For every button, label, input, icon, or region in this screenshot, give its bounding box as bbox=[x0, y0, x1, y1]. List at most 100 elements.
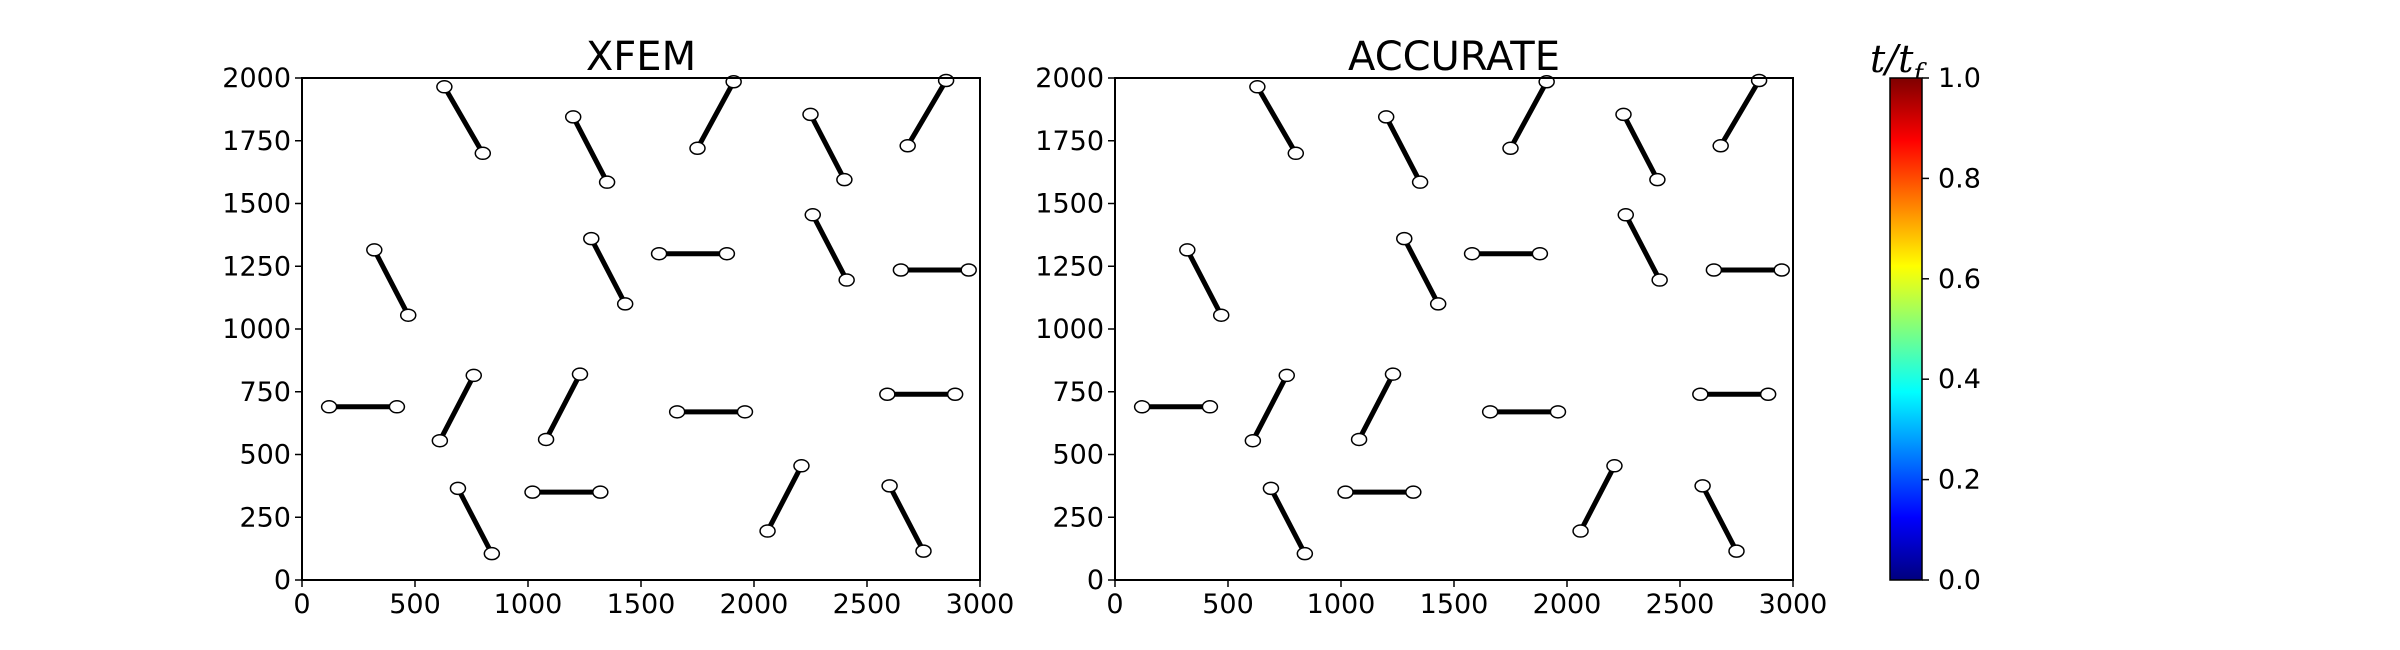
colorbar: t/tf 0.00.20.40.60.81.0 bbox=[1870, 37, 1981, 596]
node-6-0 bbox=[583, 231, 600, 246]
segment-12 bbox=[1356, 373, 1396, 441]
node-13-0 bbox=[1481, 405, 1499, 419]
node-6-0 bbox=[1396, 231, 1413, 246]
node-16-0 bbox=[524, 485, 541, 499]
node-11-1 bbox=[1278, 368, 1296, 383]
node-8-1 bbox=[838, 273, 855, 287]
y-tick-label: 250 bbox=[239, 502, 291, 533]
node-15-0 bbox=[1262, 481, 1280, 496]
x-tick-label: 500 bbox=[1202, 589, 1254, 620]
node-9-0 bbox=[1705, 263, 1723, 277]
node-8-0 bbox=[1617, 208, 1635, 222]
segment-1 bbox=[1383, 115, 1423, 184]
segment-4 bbox=[905, 79, 949, 148]
xfem-segments bbox=[320, 73, 977, 561]
node-7-1 bbox=[718, 246, 736, 261]
colorbar-title-main: t/t bbox=[1870, 37, 1914, 81]
accurate-panel: ACCURATE 0 500 1000 1500 2000 2500 3000 0 250 50… bbox=[1035, 34, 1827, 620]
segment-11 bbox=[437, 374, 476, 442]
colorbar-tick-label: 0.0 bbox=[1938, 565, 1981, 596]
colorbar-tick-label: 0.8 bbox=[1938, 163, 1981, 194]
node-0-1 bbox=[1287, 146, 1305, 161]
x-tick-label: 1000 bbox=[1307, 589, 1376, 620]
x-tick-label: 2500 bbox=[1646, 589, 1715, 620]
node-3-1 bbox=[836, 172, 853, 187]
accurate-axes-frame bbox=[1114, 77, 1794, 581]
segment-2 bbox=[1508, 80, 1549, 150]
y-tick-label: 500 bbox=[1052, 440, 1104, 471]
x-tick-label: 0 bbox=[293, 589, 310, 620]
x-tick-label: 1000 bbox=[494, 589, 563, 620]
node-4-0 bbox=[899, 139, 916, 153]
segment-17 bbox=[1578, 464, 1617, 533]
node-5-1 bbox=[1212, 308, 1230, 322]
node-16-0 bbox=[1337, 485, 1354, 499]
node-4-1 bbox=[1750, 73, 1768, 88]
node-5-0 bbox=[366, 243, 383, 257]
x-tick-label: 2000 bbox=[720, 589, 789, 620]
node-18-0 bbox=[1694, 479, 1711, 493]
node-0-1 bbox=[474, 146, 492, 161]
node-3-0 bbox=[1615, 107, 1632, 122]
y-tick-label: 2000 bbox=[1035, 63, 1104, 94]
node-5-0 bbox=[1179, 243, 1196, 257]
node-14-1 bbox=[946, 387, 964, 402]
x-tick-label: 3000 bbox=[946, 589, 1015, 620]
node-3-0 bbox=[802, 107, 819, 122]
node-3-1 bbox=[1649, 172, 1666, 187]
y-tick-label: 250 bbox=[1052, 502, 1104, 533]
xfem-panel: XFEM 0 500 1000 1500 2000 2500 3000 0 250 500 750… bbox=[222, 34, 1014, 620]
segment-6 bbox=[589, 237, 628, 306]
x-tick-label: 2000 bbox=[1533, 589, 1602, 620]
segment-18 bbox=[887, 484, 926, 553]
node-10-1 bbox=[388, 400, 406, 414]
y-tick-label: 1500 bbox=[1035, 189, 1104, 220]
node-16-1 bbox=[1405, 485, 1422, 499]
x-tick-label: 500 bbox=[389, 589, 441, 620]
node-17-0 bbox=[759, 524, 776, 538]
colorbar-ticks: 0.0 0.2 0.4 0.6 0.8 1.0 bbox=[1922, 63, 1981, 596]
node-7-0 bbox=[1463, 246, 1481, 261]
segment-5 bbox=[372, 248, 411, 317]
node-1-0 bbox=[1377, 110, 1395, 124]
segment-6 bbox=[1402, 237, 1441, 306]
y-tick-label: 500 bbox=[239, 440, 291, 471]
xfem-title: XFEM bbox=[586, 34, 696, 80]
x-tick-label: 1500 bbox=[607, 589, 676, 620]
node-4-0 bbox=[1712, 139, 1729, 153]
node-12-0 bbox=[1350, 432, 1368, 447]
node-10-1 bbox=[1201, 400, 1219, 414]
y-tick-label: 750 bbox=[1052, 377, 1104, 408]
node-8-1 bbox=[1651, 273, 1668, 287]
node-1-1 bbox=[598, 175, 616, 189]
segment-15 bbox=[455, 487, 495, 555]
segment-3 bbox=[1621, 113, 1660, 181]
y-tick-label: 2000 bbox=[222, 63, 291, 94]
accurate-title: ACCURATE bbox=[1348, 34, 1560, 80]
x-tick-label: 0 bbox=[1106, 589, 1123, 620]
colorbar-tick-label: 0.6 bbox=[1938, 264, 1981, 295]
node-13-1 bbox=[736, 405, 754, 419]
y-tick-label: 750 bbox=[239, 377, 291, 408]
node-4-1 bbox=[937, 73, 955, 88]
node-18-0 bbox=[881, 479, 898, 493]
colorbar-tick-label: 1.0 bbox=[1938, 63, 1981, 94]
node-18-1 bbox=[915, 544, 932, 558]
node-11-1 bbox=[465, 368, 483, 383]
node-5-1 bbox=[399, 308, 417, 322]
xfem-x-ticks: 0 500 1000 1500 2000 2500 3000 bbox=[293, 580, 1014, 620]
node-15-1 bbox=[1296, 546, 1314, 561]
x-tick-label: 1500 bbox=[1420, 589, 1489, 620]
y-tick-label: 0 bbox=[1087, 565, 1104, 596]
node-11-0 bbox=[1244, 433, 1262, 448]
segment-1 bbox=[570, 115, 610, 184]
accurate-segments bbox=[1133, 73, 1790, 561]
node-18-1 bbox=[1728, 544, 1745, 558]
xfem-axes-frame bbox=[301, 77, 981, 581]
node-13-1 bbox=[1549, 405, 1567, 419]
node-1-1 bbox=[1411, 175, 1429, 189]
accurate-x-ticks: 0 500 1000 1500 2000 2500 3000 bbox=[1106, 580, 1827, 620]
segment-0 bbox=[442, 85, 485, 155]
node-9-1 bbox=[960, 263, 977, 277]
